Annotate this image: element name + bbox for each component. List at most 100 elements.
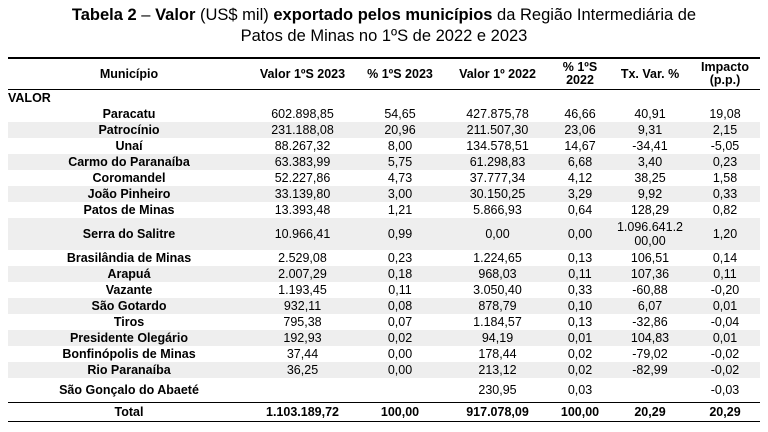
value-cell: 5,75 — [355, 154, 445, 170]
value-cell: 0,00 — [387, 347, 413, 361]
municipio-cell: São Gonçalo do Abaeté — [59, 383, 199, 397]
value-cell: 0,02 — [550, 362, 610, 378]
total-cell: Total — [8, 402, 250, 422]
value-cell: 134.578,51 — [466, 139, 529, 153]
value-cell: 6,07 — [610, 298, 690, 314]
municipio-cell: Rio Paranaíba — [8, 362, 250, 378]
value-cell: 1,58 — [712, 171, 738, 185]
value-cell: 0,00 — [550, 218, 610, 250]
value-cell: 6,68 — [550, 154, 610, 170]
value-cell: 0,08 — [355, 298, 445, 314]
value-cell: 2,15 — [690, 122, 760, 138]
value-cell: 213,12 — [445, 362, 550, 378]
value-cell: 4,12 — [567, 171, 593, 185]
value-cell: 0,11 — [690, 266, 760, 282]
value-cell: 230,95 — [478, 383, 517, 397]
value-cell: 33.139,80 — [250, 186, 355, 202]
value-cell: 37,44 — [286, 347, 319, 361]
value-cell: -0,04 — [710, 315, 740, 329]
value-cell: 0,11 — [388, 283, 412, 297]
title-unit: (US$ mil) — [195, 6, 274, 24]
value-cell: 61.298,83 — [445, 154, 550, 170]
value-cell: -0,02 — [710, 347, 740, 361]
total-cell: 100,00 — [355, 402, 445, 422]
value-cell: 1,20 — [690, 218, 760, 250]
value-cell: 0,11 — [550, 266, 610, 282]
table-row: Carmo do Paranaíba 63.383,99 5,75 61.298,83… — [8, 154, 760, 170]
municipio-cell: Serra do Salitre — [8, 218, 250, 250]
column-header: Município — [8, 57, 250, 90]
value-cell: 52.227,86 — [274, 171, 331, 185]
table-row: Serra do Salitre 10.966,41 0,99 0,00 0,00 1.0… — [8, 218, 760, 250]
value-cell: -0,02 — [690, 362, 760, 378]
value-cell: 0,02 — [567, 347, 593, 361]
table-row: São Gonçalo do Abaeté 230,95 0,03 -0,03 — [8, 378, 760, 403]
total-cell: 1.103.189,72 — [250, 402, 355, 422]
value-cell: 9,31 — [610, 122, 690, 138]
value-cell: -82,99 — [610, 362, 690, 378]
value-cell: 3,00 — [355, 186, 445, 202]
value-cell: 192,93 — [250, 330, 355, 346]
value-cell: 0,33 — [567, 283, 593, 297]
value-cell: 1.096.641.200,00 — [610, 218, 690, 250]
title-dash: – — [136, 6, 156, 24]
municipio-cell: Unaí — [115, 139, 143, 153]
section-row: VALOR — [8, 90, 760, 107]
municipio-cell: Patrocínio — [8, 122, 250, 138]
table-row: Bonfinópolis de Minas 37,44 0,00 178,44 0,02… — [8, 346, 760, 362]
value-cell: 0,23 — [690, 154, 760, 170]
value-cell: 0,33 — [690, 186, 760, 202]
value-cell: 13.393,48 — [274, 203, 331, 217]
value-cell: 1.224,65 — [473, 251, 522, 265]
value-cell: 0,14 — [712, 251, 738, 265]
value-cell: 1,21 — [387, 203, 413, 217]
value-cell: 1.193,45 — [278, 283, 327, 297]
value-cell: 1.184,57 — [473, 315, 522, 329]
value-cell: -79,02 — [632, 347, 668, 361]
total-cell: 100,00 — [550, 402, 610, 422]
value-cell: 30.150,25 — [445, 186, 550, 202]
value-cell: 14,67 — [564, 139, 596, 153]
value-cell: 20,96 — [355, 122, 445, 138]
value-cell: 63.383,99 — [250, 154, 355, 170]
table-row: Patos de Minas 13.393,48 1,21 5.866,93 0,64 1… — [8, 202, 760, 218]
header-row: Município Valor 1ºS 2023% 1ºS 2023 Valor 1… — [8, 57, 760, 90]
municipio-cell: Bonfinópolis de Minas — [62, 347, 196, 361]
title-label: Tabela 2 — [71, 6, 137, 24]
total-cell: 20,29 — [690, 402, 760, 422]
value-cell: 2.529,08 — [278, 251, 327, 265]
table-row: Presidente Olegário 192,93 0,02 94,19 0,01 10… — [8, 330, 760, 346]
value-cell: 4,73 — [387, 171, 413, 185]
table-row: Coromandel 52.227,86 4,73 37.777,34 4,12 38,2… — [8, 170, 760, 186]
value-cell: 602.898,85 — [271, 107, 334, 121]
value-cell: 0,10 — [550, 298, 610, 314]
value-cell: 0,00 — [355, 362, 445, 378]
value-cell: -60,88 — [632, 283, 668, 297]
value-cell — [250, 378, 355, 403]
value-cell: 3.050,40 — [473, 283, 522, 297]
value-cell: 94,19 — [445, 330, 550, 346]
value-cell: 0,18 — [355, 266, 445, 282]
column-header: Valor 1ºS 2023 — [250, 57, 355, 90]
value-cell: 0,64 — [567, 203, 593, 217]
table-row: Patrocínio 231.188,08 20,96 211.507,30 23,06… — [8, 122, 760, 138]
table-row: São Gotardo 932,11 0,08 878,79 0,10 6,07 0,01 — [8, 298, 760, 314]
value-cell: 38,25 — [634, 171, 666, 185]
value-cell: 88.267,32 — [274, 139, 331, 153]
value-cell: 231.188,08 — [250, 122, 355, 138]
value-cell: 968,03 — [445, 266, 550, 282]
municipio-cell: Paracatu — [102, 107, 156, 121]
value-cell: -0,20 — [710, 283, 740, 297]
column-header: Tx. Var. % — [610, 57, 690, 90]
data-table: Município Valor 1ºS 2023% 1ºS 2023 Valor 1… — [8, 57, 760, 422]
municipio-cell: Tiros — [113, 315, 145, 329]
value-cell: 0,13 — [567, 315, 593, 329]
value-cell: 0,01 — [550, 330, 610, 346]
total-cell: 917.078,09 — [445, 402, 550, 422]
value-cell: 0,00 — [445, 218, 550, 250]
column-header: % 1ºS 2023 — [355, 57, 445, 90]
value-cell: -0,03 — [710, 383, 740, 397]
table-row: João Pinheiro 33.139,80 3,00 30.150,25 3,29 9… — [8, 186, 760, 202]
value-cell: 0,01 — [690, 298, 760, 314]
value-cell: 795,38 — [283, 315, 322, 329]
